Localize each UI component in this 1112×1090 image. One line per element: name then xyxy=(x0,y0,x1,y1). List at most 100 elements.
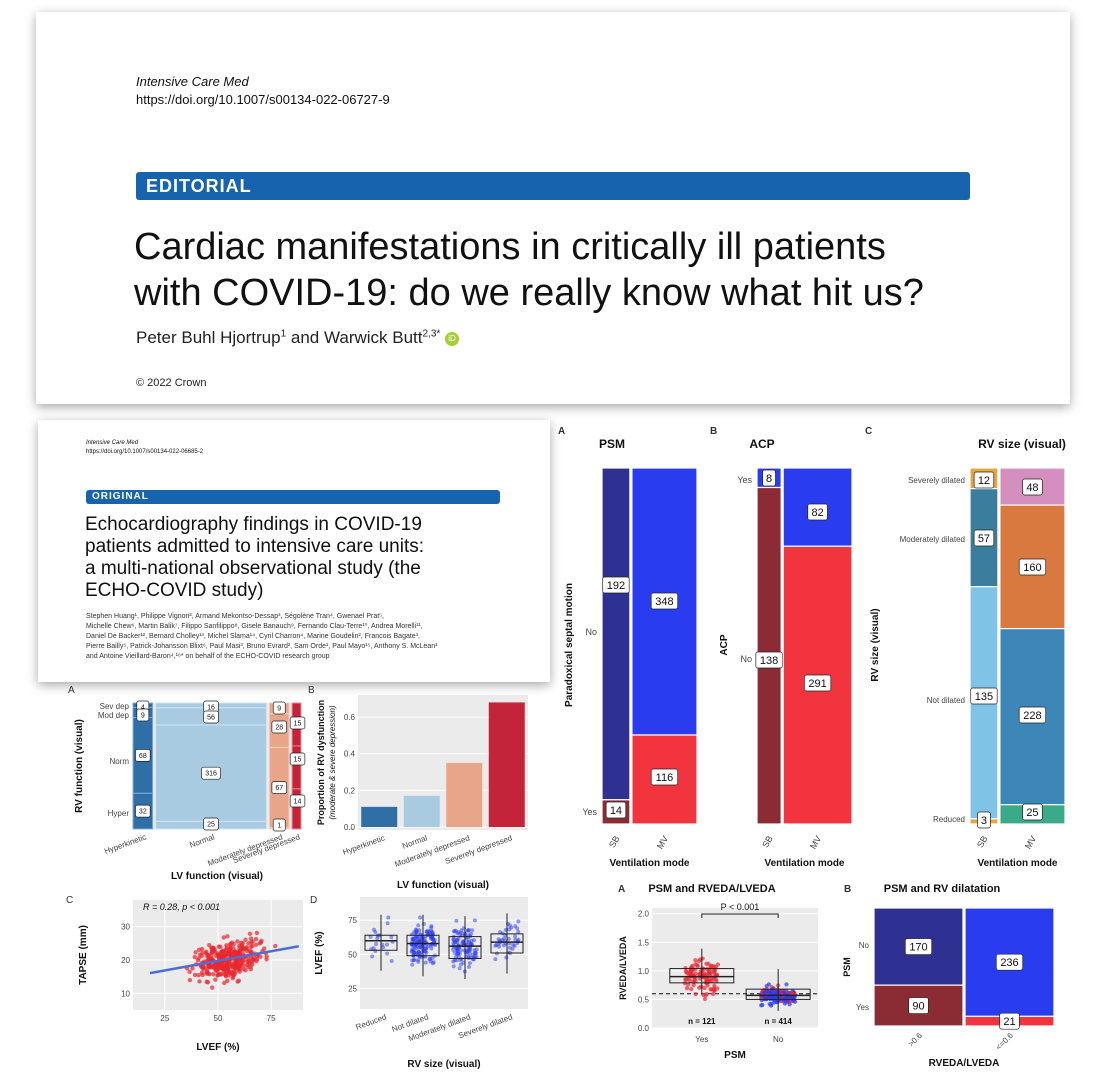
rveda-box xyxy=(669,968,735,984)
dil-xtick: >0.6 xyxy=(906,1031,924,1049)
mosaic-a-ytick: Sev dep xyxy=(100,702,130,711)
scatter-c-point xyxy=(213,967,218,972)
box-d-point xyxy=(500,938,505,943)
box-d-point xyxy=(430,935,435,940)
scatter-c-point xyxy=(208,957,213,962)
original-title-line2: patients admitted to intensive care unit… xyxy=(85,536,425,557)
scatter-c-point xyxy=(228,952,233,958)
psm-xtick: MV xyxy=(655,834,670,851)
editorial-copyright: © 2022 Crown xyxy=(136,377,207,389)
scatter-c-point xyxy=(250,939,255,944)
acp-ytick: Yes xyxy=(737,475,752,485)
editorial-journal: Intensive Care Med xyxy=(136,74,249,89)
mosaic-a-xtick: Hyperkinetic xyxy=(103,832,147,856)
mosaic-a-count-label: 9 xyxy=(141,713,145,720)
acp-xtick: MV xyxy=(808,834,823,851)
scatter-c-point xyxy=(247,931,253,936)
box-d-point xyxy=(512,943,517,948)
box-d-point xyxy=(428,943,433,948)
scatter-c-point xyxy=(192,954,197,960)
box-d-point xyxy=(416,939,421,944)
editorial-badge-label: EDITORIAL xyxy=(146,176,252,196)
rvsize-count-label: 160 xyxy=(1023,562,1041,574)
box-d-point xyxy=(411,948,416,953)
editorial-card: Intensive Care Med https://doi.org/10.10… xyxy=(36,12,1070,404)
rvsize-count-label: 48 xyxy=(1026,482,1038,494)
rveda-point xyxy=(692,977,697,982)
box-d-point xyxy=(469,931,474,936)
box-d-point xyxy=(504,955,509,960)
rveda-point xyxy=(712,983,717,988)
scatter-c-point xyxy=(241,958,247,963)
psm-xlabel: Ventilation mode xyxy=(609,858,689,869)
mosaic-a-count-label-box xyxy=(271,720,287,734)
dil-count-label: 90 xyxy=(912,1001,924,1013)
bar-b-ylabel2: (moderate & severe depression) xyxy=(328,705,337,820)
dil-count-label: 21 xyxy=(1003,1016,1015,1028)
box-d-point xyxy=(423,960,428,965)
scatter-c-point xyxy=(229,961,234,966)
psm-ytick: Yes xyxy=(582,807,597,817)
box-d-point xyxy=(421,948,426,953)
scatter-c-point xyxy=(187,977,193,983)
mosaic-a-cell xyxy=(291,745,302,790)
psm-count-label-box xyxy=(602,576,630,594)
box-d-box xyxy=(448,936,482,959)
psm-count-label-box xyxy=(650,768,679,786)
box-d-point xyxy=(410,962,415,967)
psm-xtick: SB xyxy=(607,834,622,849)
editorial-doi[interactable]: https://doi.org/10.1007/s00134-022-06727… xyxy=(136,92,390,107)
box-d-box xyxy=(364,934,398,951)
mosaic-a-count-label-box xyxy=(289,752,306,766)
psm-count-label: 14 xyxy=(610,805,622,817)
scatter-c-point xyxy=(235,939,240,944)
scatter-c-point xyxy=(190,966,195,971)
rveda-point xyxy=(770,996,775,1001)
rveda-point xyxy=(713,967,718,972)
original-badge: ORIGINAL xyxy=(86,490,500,504)
scatter-c-point xyxy=(211,971,216,977)
rveda-point xyxy=(689,987,694,992)
box-d-point xyxy=(419,932,424,937)
mosaic-a-count-label-box xyxy=(272,818,286,832)
orcid-icon[interactable]: iD xyxy=(445,331,460,346)
bar-b-xtick: Normal xyxy=(401,833,429,850)
rveda-point xyxy=(695,963,700,968)
box-d-point xyxy=(474,951,479,956)
psm-ytick: No xyxy=(585,627,597,637)
psm-count-label-box xyxy=(605,801,627,819)
original-doi[interactable]: https://doi.org/10.1007/s00134-022-06685… xyxy=(86,449,204,455)
rveda-point xyxy=(759,1003,764,1008)
box-d-point xyxy=(429,946,434,951)
orcid-icon-text: iD xyxy=(448,333,456,343)
scatter-c-point xyxy=(206,971,211,976)
box-d-xlabel: RV size (visual) xyxy=(407,1059,480,1070)
rveda-point xyxy=(707,968,712,973)
scatter-c-point xyxy=(254,958,259,964)
mosaic-a-count-label: 67 xyxy=(275,785,283,792)
scatter-c-point xyxy=(222,980,227,986)
scatter-c-point xyxy=(209,985,215,990)
rvsize-ylabel: RV size (visual) xyxy=(870,608,881,681)
box-d-point xyxy=(416,959,421,964)
scatter-c-point xyxy=(249,959,254,964)
box-d-point xyxy=(458,962,463,967)
editorial-author2-sup: 2,3* xyxy=(422,328,441,340)
box-d-point xyxy=(429,925,434,930)
rveda-n-label: n = 121 xyxy=(688,1017,716,1026)
scatter-c-point xyxy=(221,953,226,958)
scatter-c-point xyxy=(192,972,198,978)
psm-count-label-box xyxy=(650,592,679,610)
rveda-point xyxy=(683,977,688,982)
rvsize-count-label-box xyxy=(1018,558,1047,576)
scatter-c-point xyxy=(254,930,260,936)
acp-title: ACP xyxy=(749,437,774,451)
scatter-c-point xyxy=(236,978,242,983)
rveda-point xyxy=(775,1000,780,1005)
rveda-point xyxy=(683,965,688,971)
rveda-point xyxy=(766,982,771,987)
scatter-c-point xyxy=(241,966,246,972)
scatter-c-point xyxy=(239,940,244,946)
box-d-point xyxy=(424,946,429,951)
box-d-box xyxy=(490,933,524,954)
